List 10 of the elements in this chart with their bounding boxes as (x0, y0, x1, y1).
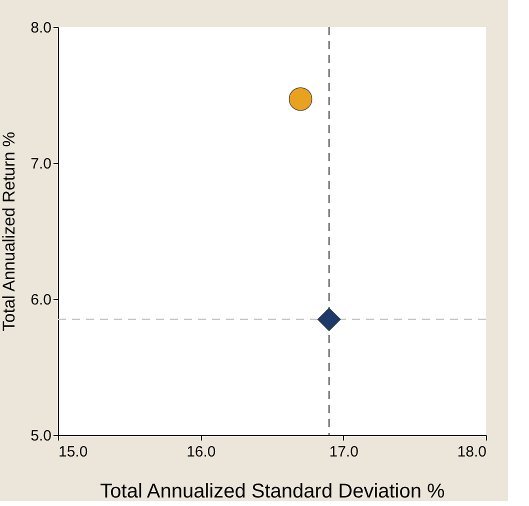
x-tick-label: 15.0 (58, 444, 88, 460)
x-axis-title: Total Annualized Standard Deviation % (100, 480, 446, 502)
y-axis-title: Total Annualized Return % (0, 132, 19, 332)
y-tick-label: 6.0 (30, 292, 52, 308)
x-tick-label: 17.0 (329, 444, 358, 460)
y-tick-label: 7.0 (30, 156, 52, 172)
x-tick-label: 18.0 (457, 444, 486, 460)
x-tick-label: 16.0 (186, 444, 216, 460)
y-tick-label: 5.0 (30, 428, 52, 444)
y-tick-label: 8.0 (30, 20, 52, 36)
